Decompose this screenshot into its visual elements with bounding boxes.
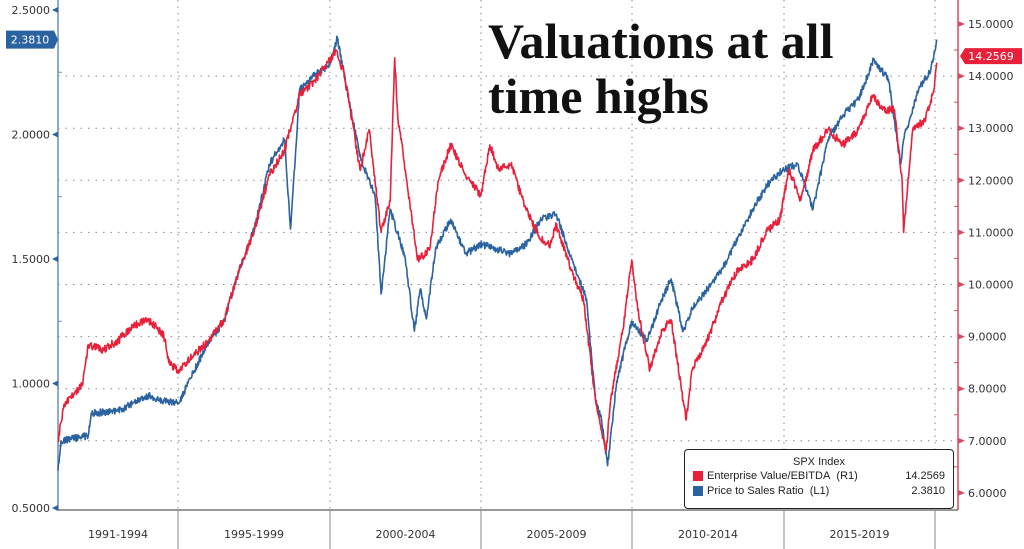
left-tick bbox=[52, 131, 58, 138]
right-tick-label: 8.0000 bbox=[968, 383, 1007, 396]
right-tick-label: 6.0000 bbox=[968, 487, 1007, 500]
x-period-label: 1995-1999 bbox=[224, 528, 284, 541]
right-tick bbox=[958, 21, 965, 27]
right-tick bbox=[958, 229, 965, 236]
right-tick-label: 13.0000 bbox=[968, 122, 1014, 135]
x-period-label: 2005-2009 bbox=[527, 528, 587, 541]
left-tick-label: 1.5000 bbox=[12, 253, 51, 266]
right-tick-label: 14.0000 bbox=[968, 70, 1014, 83]
right-tick-label: 11.0000 bbox=[968, 226, 1014, 239]
price-to-sales-line bbox=[57, 35, 938, 471]
right-tick bbox=[958, 177, 965, 184]
left-last-value-text: 2.3810 bbox=[11, 34, 50, 47]
left-tick bbox=[52, 7, 58, 13]
left-tick-label: 0.5000 bbox=[12, 502, 51, 515]
left-tick bbox=[52, 380, 58, 387]
legend-title: SPX Index bbox=[793, 456, 845, 468]
legend-label: Enterprise Value/EBITDA (R1) bbox=[707, 469, 858, 482]
right-tick-label: 10.0000 bbox=[968, 279, 1014, 292]
right-tick-label: 12.0000 bbox=[968, 174, 1014, 187]
right-tick bbox=[958, 385, 965, 392]
x-period-label: 2015-2019 bbox=[830, 528, 890, 541]
right-tick bbox=[958, 125, 965, 132]
legend-entry-price-sales: Price to Sales Ratio (L1) 2.3810 bbox=[693, 483, 945, 498]
right-tick bbox=[958, 73, 965, 80]
legend-value: 14.2569 bbox=[905, 469, 945, 482]
right-tick bbox=[958, 437, 965, 444]
left-tick-label: 2.0000 bbox=[12, 129, 51, 142]
legend-label: Price to Sales Ratio (L1) bbox=[707, 484, 830, 497]
right-last-value-text: 14.2569 bbox=[968, 50, 1014, 63]
series-lines bbox=[57, 35, 938, 471]
legend: SPX Index Enterprise Value/EBITDA (R1) 1… bbox=[684, 449, 954, 509]
right-last-value-flag bbox=[960, 48, 1022, 65]
left-tick-label: 1.0000 bbox=[12, 378, 51, 391]
legend-swatch-red bbox=[693, 470, 703, 481]
x-period-label: 2000-2004 bbox=[376, 528, 436, 541]
last-value-flags: 2.3810 14.2569 bbox=[6, 30, 1022, 65]
chart-title: Valuations at all time highs bbox=[488, 13, 834, 124]
right-tick bbox=[958, 489, 965, 496]
x-period-label: 2010-2014 bbox=[678, 528, 738, 541]
ev-ebitda-line bbox=[57, 49, 938, 452]
legend-entry-ev-ebitda: Enterprise Value/EBITDA (R1) 14.2569 bbox=[693, 468, 945, 483]
axes: 2.5000 2.0000 1.5000 1.0000 0.5000 15.0000 14.… bbox=[12, 0, 1014, 549]
left-tick bbox=[52, 505, 58, 511]
legend-swatch-blue bbox=[693, 485, 703, 496]
grid-lines bbox=[58, 0, 958, 510]
right-tick-label: 7.0000 bbox=[968, 435, 1007, 448]
x-period-label: 1991-1994 bbox=[88, 528, 148, 541]
left-tick bbox=[52, 256, 58, 262]
left-tick-label: 2.5000 bbox=[12, 4, 51, 17]
right-tick-label: 15.0000 bbox=[968, 18, 1014, 31]
right-tick-label: 9.0000 bbox=[968, 331, 1007, 344]
left-last-value-flag bbox=[6, 30, 58, 49]
right-tick bbox=[958, 333, 965, 340]
right-tick bbox=[958, 281, 965, 288]
legend-value: 2.3810 bbox=[911, 484, 945, 497]
